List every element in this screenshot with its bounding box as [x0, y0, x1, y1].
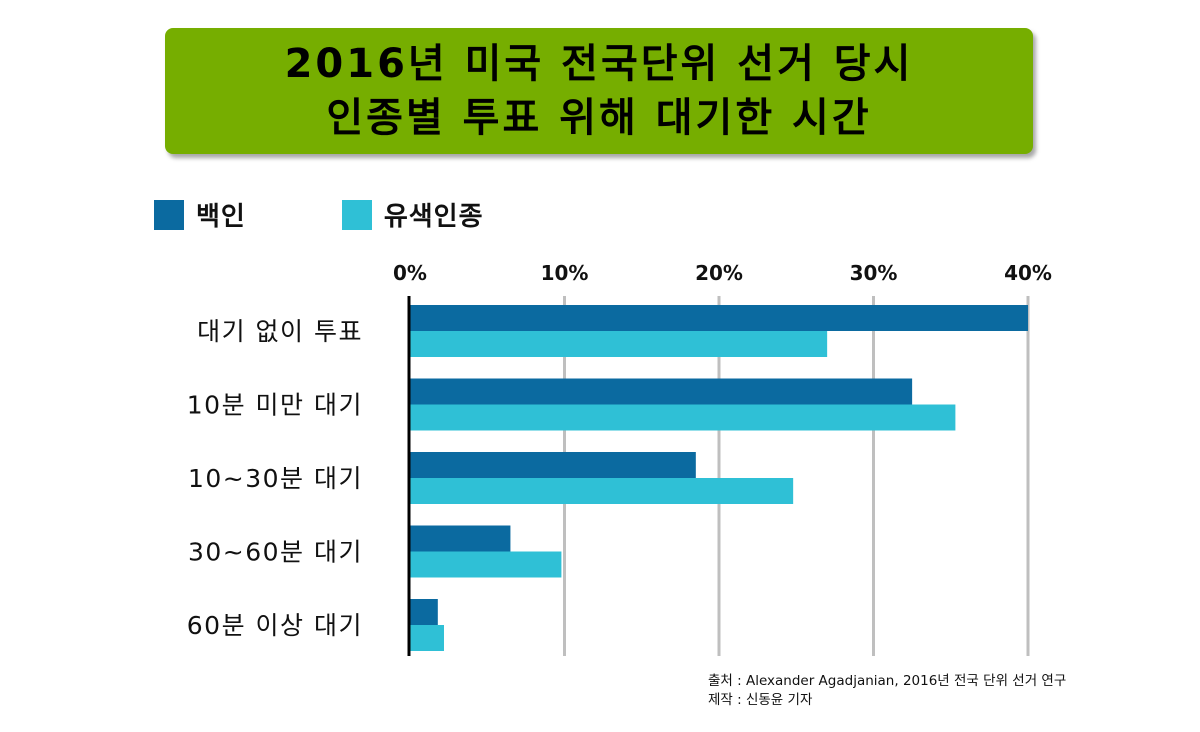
legend-swatch-white: [154, 199, 184, 230]
x-tick-label: 10%: [541, 261, 589, 285]
credit-line: 제작 : 신동윤 기자: [708, 692, 813, 708]
category-label: 10~30분 대기: [188, 464, 363, 493]
category-label: 10분 미만 대기: [187, 391, 363, 420]
source-line: 출처 : Alexander Agadjanian, 2016년 전국 단위 선…: [708, 673, 1067, 689]
bar-white: [410, 305, 1028, 331]
legend-swatch-nonwhite: [341, 199, 372, 230]
legend-item-nonwhite: 유색인종: [341, 196, 484, 233]
category-label: 60분 이상 대기: [187, 611, 363, 640]
bar-nonwhite: [410, 331, 828, 357]
legend-label-nonwhite: 유색인종: [383, 202, 484, 232]
x-tick-label: 0%: [393, 261, 427, 285]
category-label: 30~60분 대기: [188, 538, 363, 567]
bar-white: [410, 378, 913, 405]
source-note: 출처 : Alexander Agadjanian, 2016년 전국 단위 선…: [708, 672, 1066, 710]
category-label: 대기 없이 투표: [197, 317, 363, 346]
bar-nonwhite: [410, 404, 956, 431]
legend-item-white: 백인: [154, 196, 246, 233]
x-tick-label: 20%: [695, 261, 743, 285]
bar-nonwhite: [410, 551, 562, 578]
bar-nonwhite: [410, 478, 794, 504]
bar-white: [410, 599, 438, 625]
chart-title-line-2: 인종별 투표 위해 대기한 시간: [326, 95, 872, 141]
legend: 백인 유색인종: [154, 196, 580, 233]
bar-white: [410, 525, 511, 552]
bar-nonwhite: [410, 625, 444, 651]
legend-label-white: 백인: [196, 202, 246, 232]
x-tick-label: 30%: [850, 261, 898, 285]
chart-title-line-1: 2016년 미국 전국단위 선거 당시: [284, 41, 914, 87]
chart-title: 2016년 미국 전국단위 선거 당시 인종별 투표 위해 대기한 시간: [165, 28, 1033, 154]
bar-white: [410, 452, 696, 478]
x-tick-label: 40%: [1004, 261, 1052, 285]
